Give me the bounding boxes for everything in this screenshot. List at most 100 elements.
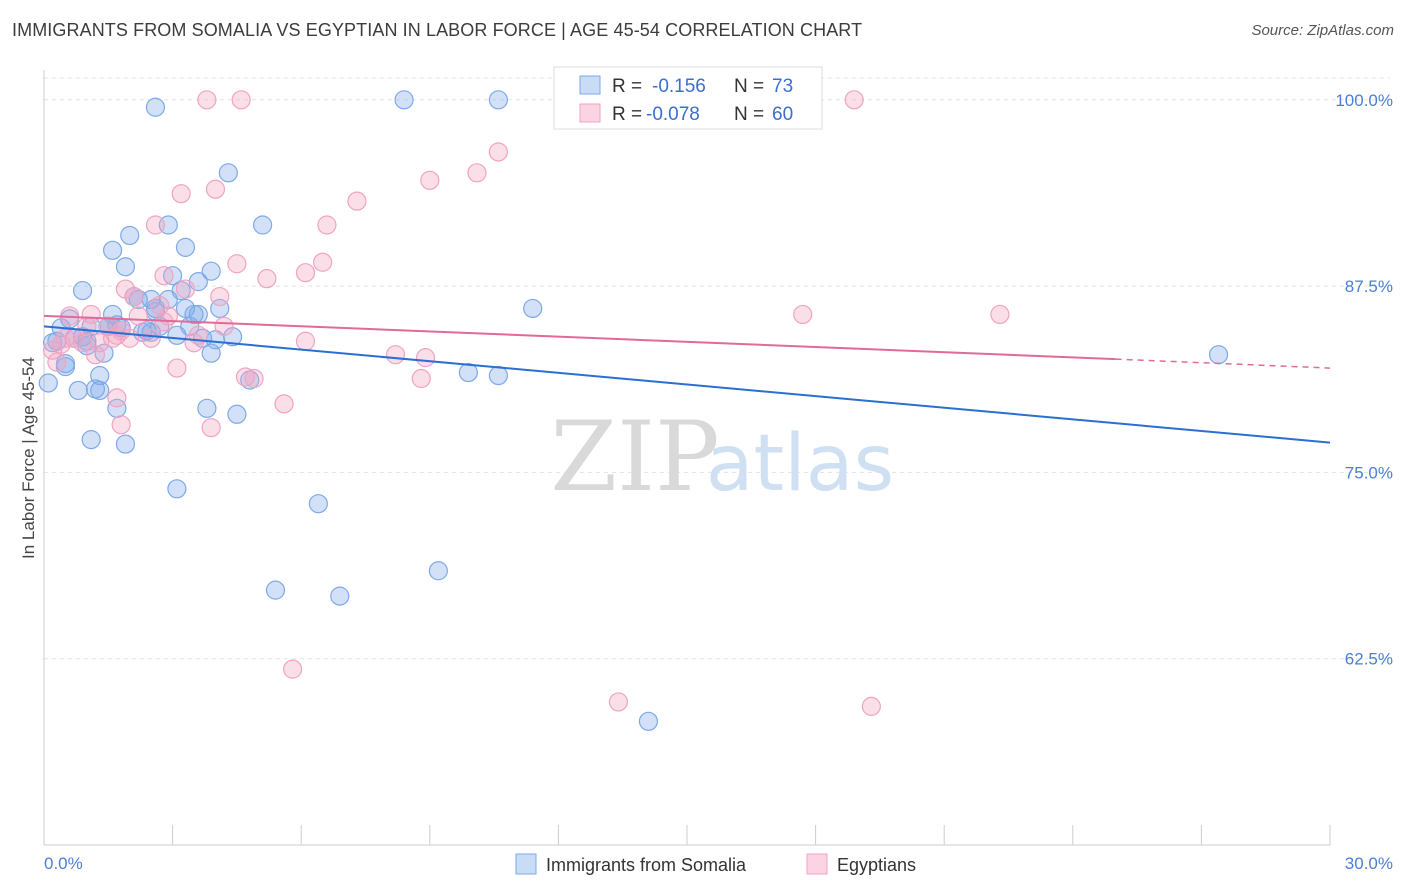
somalia-point (175, 237, 196, 257)
x-tick-label: 0.0% (44, 854, 83, 873)
somalia-trend-line (43, 325, 1331, 444)
egyptian-point (347, 191, 367, 211)
egyptian-point (124, 286, 144, 307)
egyptian-trend-line-extension (1115, 358, 1331, 369)
somalia-point (458, 362, 478, 383)
legend-n-value-somalia: 73 (772, 76, 793, 97)
egyptian-point (467, 163, 487, 183)
egyptian-point (145, 215, 166, 235)
egyptian-point (608, 692, 629, 712)
series-swatch-egyptians (806, 853, 828, 875)
axes (43, 70, 1331, 846)
somalia-point (265, 580, 286, 600)
somalia-point (120, 225, 140, 246)
egyptian-point (210, 286, 230, 307)
egyptian-point (111, 415, 131, 435)
egyptian-point (274, 394, 294, 414)
somalia-point (167, 479, 187, 499)
x-tick-labels: 0.0% 30.0% (44, 854, 1393, 873)
egyptian-trend-line (43, 314, 1116, 361)
somalia-point (90, 380, 110, 401)
egyptian-point (295, 263, 316, 283)
somalia-point (201, 261, 221, 281)
somalia-point (145, 97, 166, 117)
egyptian-point (317, 215, 337, 235)
somalia-point (638, 711, 659, 731)
egyptian-point (244, 368, 264, 389)
egyptian-point (47, 352, 67, 372)
somalia-point (394, 90, 414, 110)
egyptian-point (231, 90, 251, 110)
somalia-point (55, 356, 76, 377)
watermark-atlas: atlas (706, 419, 895, 509)
legend-swatch-egyptians (579, 103, 601, 123)
egyptian-point (313, 252, 333, 272)
somalia-point (102, 240, 123, 260)
legend-n-value-egyptians: 60 (772, 104, 793, 125)
somalia-point (428, 561, 448, 581)
somalia-point (488, 365, 508, 386)
trend-lines (43, 314, 1331, 444)
stats-legend: R = -0.156 N = 73 R = -0.078 N = 60 (553, 66, 823, 130)
egyptian-point (793, 304, 813, 325)
egyptian-point (128, 306, 148, 326)
y-tick-label: 100.0% (1335, 91, 1393, 110)
egyptian-point (295, 331, 316, 351)
somalia-point (1208, 345, 1229, 365)
egyptian-point (861, 696, 881, 716)
somalia-point (90, 365, 110, 386)
egyptian-point (154, 266, 174, 286)
somalia-point (523, 298, 543, 319)
watermark: ZIP atlas (550, 401, 894, 513)
somalia-point (115, 257, 136, 277)
egyptian-point (107, 388, 127, 408)
x-tick-label: 30.0% (1345, 854, 1393, 873)
somalia-point (197, 398, 217, 418)
series-label-somalia: Immigrants from Somalia (546, 855, 747, 875)
somalia-point (308, 494, 328, 514)
egyptian-point (85, 345, 106, 365)
egyptian-point (158, 306, 178, 326)
somalia-point (218, 163, 238, 183)
somalia-point (253, 215, 273, 235)
source-label: Source: ZipAtlas.com (1251, 22, 1394, 39)
egyptian-point (201, 418, 221, 438)
legend-r-value-somalia: -0.156 (652, 76, 706, 97)
egyptian-point (283, 659, 303, 679)
legend-swatch-somalia (579, 75, 601, 95)
y-tick-label: 75.0% (1345, 463, 1393, 482)
series-label-egyptians: Egyptians (837, 855, 916, 875)
egyptian-point (411, 368, 431, 389)
somalia-point (81, 430, 101, 450)
egyptian-point (197, 90, 217, 110)
legend-r-label-egyptians: R = (612, 104, 642, 125)
egyptian-point (385, 345, 406, 365)
legend-r-value-egyptians: -0.078 (646, 104, 700, 125)
somalia-point (184, 304, 204, 325)
somalia-point (227, 404, 247, 424)
series-legend: Immigrants from Somalia Egyptians (515, 853, 916, 875)
somalia-point (68, 380, 88, 401)
somalia-point (115, 434, 136, 454)
egyptian-point (171, 184, 191, 204)
egyptian-point (120, 328, 140, 348)
somalia-point (72, 280, 93, 301)
watermark-zip: ZIP (550, 401, 719, 513)
egyptian-point (257, 269, 277, 289)
egyptian-point (227, 254, 247, 274)
egyptian-point (488, 142, 508, 162)
somalia-point (38, 373, 58, 393)
y-tick-label: 87.5% (1345, 277, 1393, 296)
egyptian-point (844, 90, 864, 110)
egyptian-point (214, 316, 234, 336)
y-axis-label: In Labor Force | Age 45-54 (19, 357, 38, 559)
somalia-point (488, 90, 508, 110)
y-tick-labels: 62.5% 75.0% 87.5% 100.0% (1335, 91, 1393, 669)
egyptian-point (205, 179, 226, 199)
legend-n-label-egyptians: N = (734, 104, 764, 125)
chart-title: IMMIGRANTS FROM SOMALIA VS EGYPTIAN IN L… (12, 20, 863, 40)
egyptian-point (81, 304, 101, 325)
somalia-point (330, 586, 350, 606)
egyptian-point (167, 358, 187, 378)
egyptian-point (90, 333, 110, 353)
